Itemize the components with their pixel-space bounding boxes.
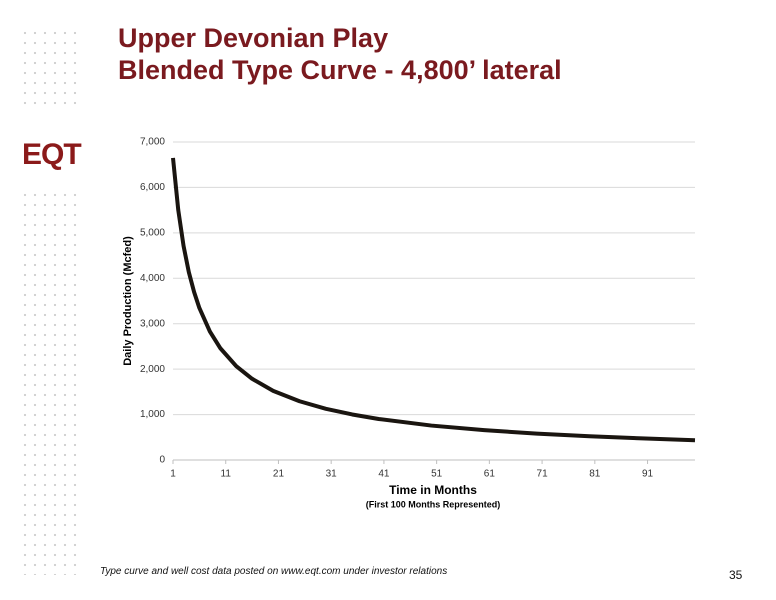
y-tick-label: 6,000 [140, 182, 165, 193]
decoration [20, 190, 82, 575]
y-tick-label: 5,000 [140, 227, 165, 238]
line-series [171, 157, 696, 443]
x-tick-label: 81 [589, 469, 601, 480]
y-tick-label: 3,000 [140, 318, 165, 329]
page-number: 35 [729, 568, 743, 582]
x-tick-label: 71 [537, 469, 549, 480]
y-tick-label: 4,000 [140, 273, 165, 284]
x-tick-label: 11 [221, 469, 232, 480]
y-tick-label: 0 [159, 455, 165, 466]
logo: EQT [22, 138, 82, 171]
y-tick-label: 7,000 [140, 137, 165, 148]
x-axis-sublabel: (First 100 Months Represented) [366, 499, 501, 509]
title-line: Blended Type Curve - 4,800’ lateral [118, 55, 562, 85]
x-tick-label: 31 [326, 469, 338, 480]
x-axis-label: Time in Months [389, 483, 477, 497]
title: Upper Devonian Play Blended Type Curve -… [118, 22, 562, 86]
title-line: Upper Devonian Play [118, 23, 389, 53]
decoration [20, 28, 82, 108]
x-tick-label: 91 [642, 469, 654, 480]
x-tick-label: 41 [378, 469, 390, 480]
x-tick-label: 1 [170, 469, 176, 480]
x-tick-label: 61 [484, 469, 496, 480]
footer: Type curve and well cost data posted on … [100, 566, 448, 577]
x-tick-label: 51 [431, 469, 443, 480]
y-tick-label: 2,000 [140, 364, 165, 375]
y-axis-label: Daily Production (Mcfed) [122, 236, 134, 366]
x-tick-label: 21 [273, 469, 285, 480]
y-tick-label: 1,000 [140, 409, 165, 420]
